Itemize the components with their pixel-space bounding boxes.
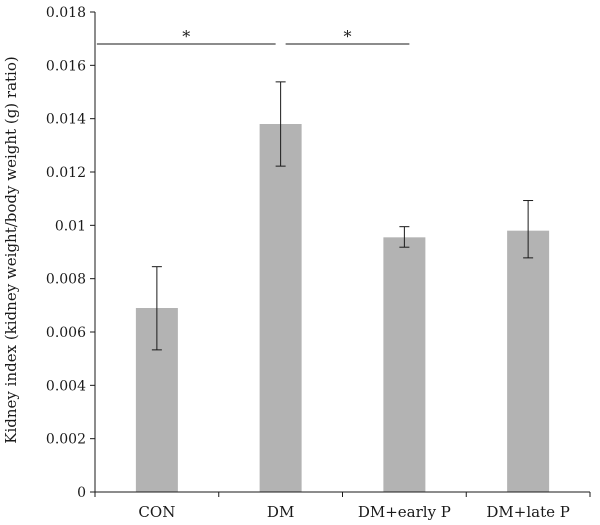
significance-star: * bbox=[182, 27, 190, 46]
bar-dm bbox=[259, 124, 302, 492]
bar-dm-early-p bbox=[383, 237, 426, 492]
y-axis-title: Kidney index (kidney weight/body weight … bbox=[2, 56, 20, 443]
y-tick-label: 0.006 bbox=[46, 325, 86, 341]
plot-area: 0 0.002 0.004 0.006 0.008 0.01 0.012 0.014 0.016… bbox=[46, 5, 591, 521]
y-tick-label: 0.012 bbox=[46, 165, 86, 181]
y-tick-label: 0.014 bbox=[46, 112, 86, 128]
y-tick-label: 0.018 bbox=[46, 5, 86, 21]
x-tick-label: DM bbox=[267, 503, 294, 521]
y-tick-label: 0.004 bbox=[46, 378, 86, 394]
bar-dm-late-p bbox=[507, 230, 550, 492]
y-tick-label: 0.016 bbox=[46, 58, 86, 74]
y-tick-label: 0 bbox=[77, 485, 86, 501]
y-tick-label: 0.01 bbox=[55, 218, 86, 234]
x-tick-label: DM+late P bbox=[486, 503, 569, 521]
x-tick-label: DM+early P bbox=[358, 503, 451, 521]
y-tick-label: 0.002 bbox=[46, 432, 86, 448]
x-tick-label: CON bbox=[138, 503, 175, 521]
y-tick-label: 0.008 bbox=[46, 272, 86, 288]
significance-star: * bbox=[344, 27, 352, 46]
